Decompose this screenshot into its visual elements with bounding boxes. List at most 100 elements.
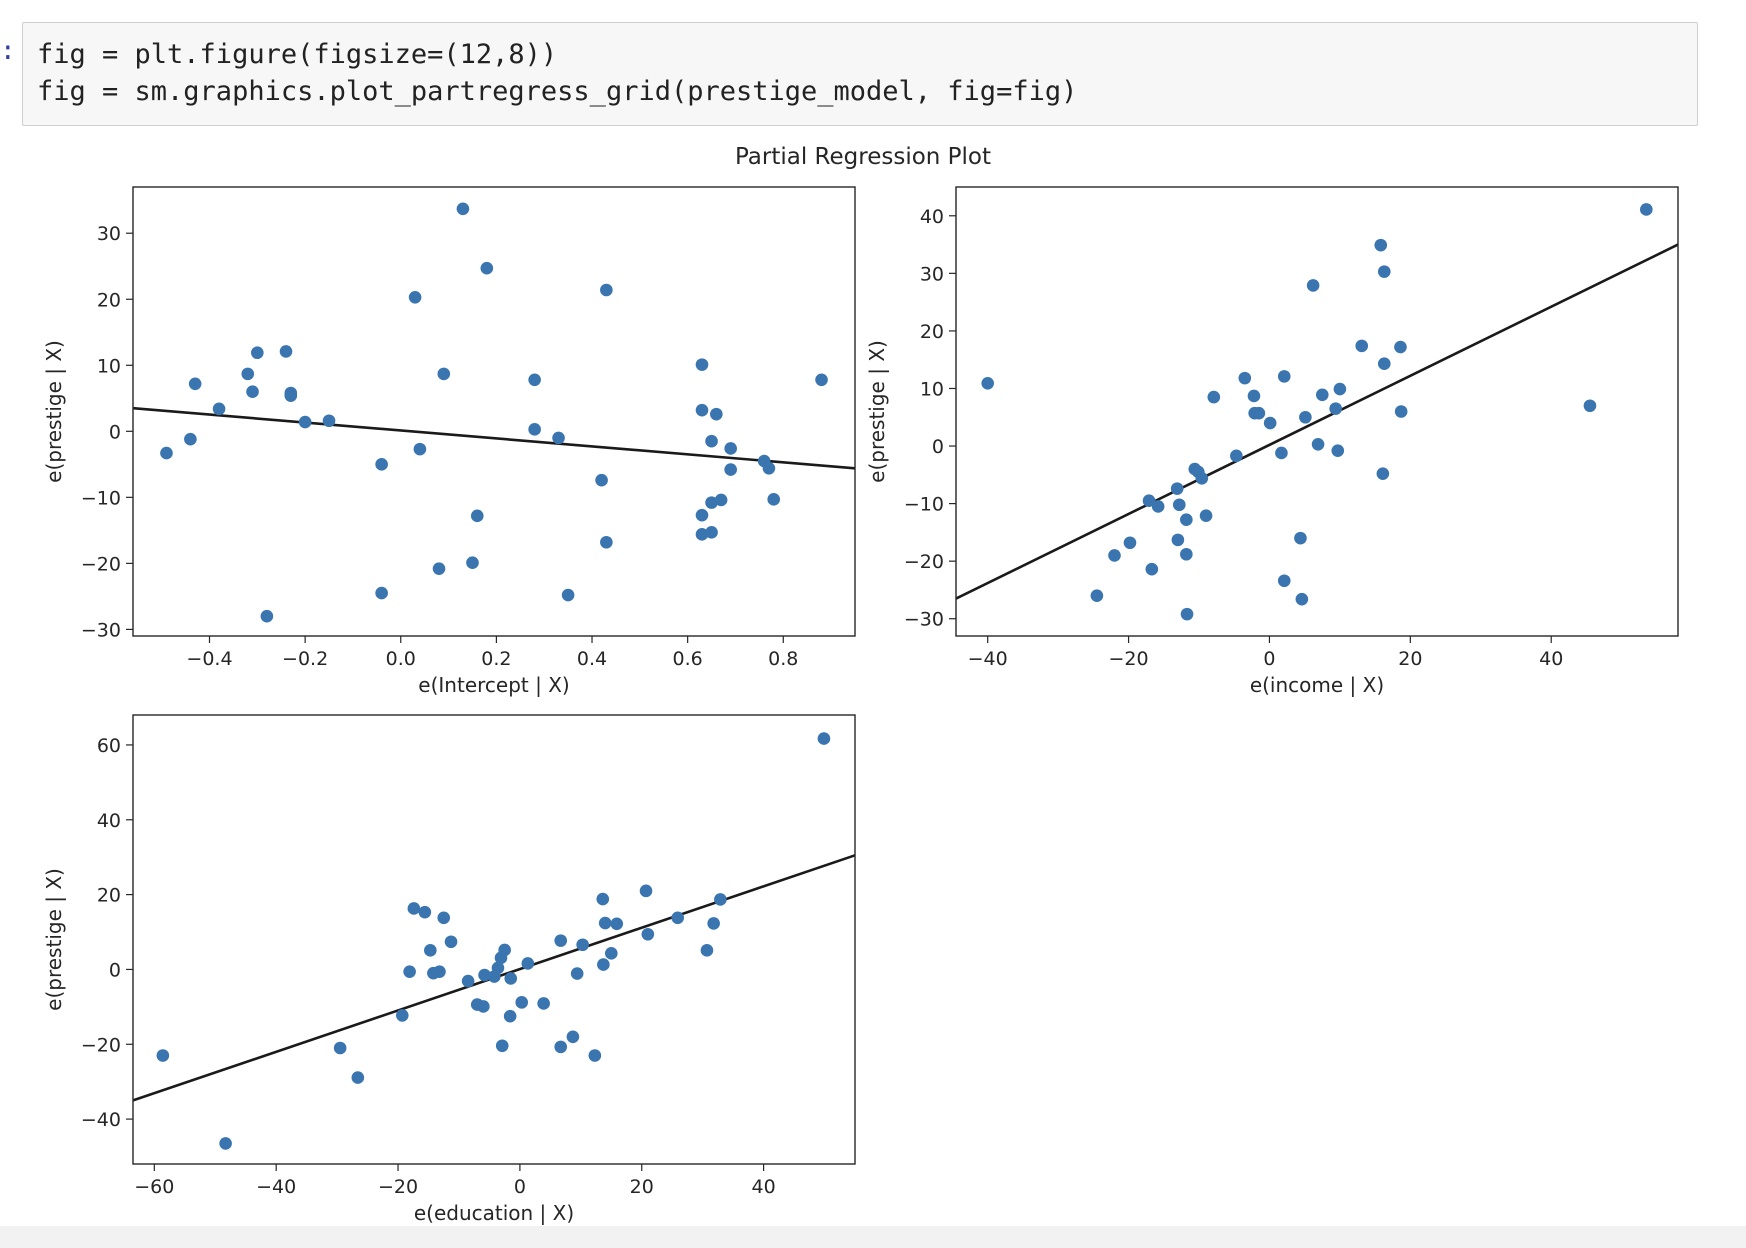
x-tick-label: −40: [968, 648, 1008, 670]
data-point: [700, 944, 714, 957]
data-point: [610, 917, 624, 931]
data-point: [528, 373, 541, 387]
data-point: [724, 463, 737, 476]
data-point: [598, 916, 612, 930]
data-point: [588, 1049, 602, 1062]
data-point: [561, 588, 575, 602]
x-tick-label: 40: [752, 1176, 776, 1198]
code-line[interactable]: fig = sm.graphics.plot_partregress_grid(…: [37, 76, 1078, 107]
y-tick-label: −40: [81, 1109, 121, 1131]
data-point: [437, 367, 451, 381]
x-axis-label: e(Intercept | X): [418, 673, 569, 697]
data-point: [156, 1049, 170, 1062]
y-tick-label: −20: [904, 551, 944, 573]
x-tick-label: 0: [514, 1176, 526, 1198]
code-cell[interactable]: fig = plt.figure(figsize=(12,8)) fig = s…: [22, 22, 1698, 126]
data-point: [375, 586, 388, 600]
data-point: [478, 968, 491, 982]
data-point: [184, 432, 197, 446]
data-point: [477, 1000, 490, 1013]
x-tick-label: −60: [134, 1176, 174, 1198]
data-point: [705, 434, 718, 448]
data-point: [407, 902, 421, 915]
data-point: [160, 446, 173, 460]
data-point: [333, 1041, 347, 1055]
data-point: [707, 917, 720, 930]
y-tick-label: −30: [904, 609, 944, 631]
data-point: [284, 389, 298, 402]
data-point: [1311, 438, 1325, 451]
data-point: [375, 458, 388, 471]
partial-regression-figure: Partial Regression Plot −0.4 −0.2 0.0 0.2 0.…: [42, 144, 1679, 1225]
data-point: [1394, 405, 1408, 418]
data-point: [403, 965, 416, 978]
data-point: [1151, 500, 1165, 513]
x-tick-label: 0.8: [768, 648, 798, 670]
data-point: [528, 423, 541, 436]
x-tick-label: −20: [1109, 648, 1149, 670]
data-point: [515, 996, 529, 1009]
y-tick-label: 20: [920, 321, 944, 343]
data-point: [260, 609, 274, 623]
x-tick-label: 0.6: [673, 648, 703, 670]
data-point: [710, 407, 723, 421]
y-tick-label: 10: [97, 355, 121, 377]
y-tick-label: 40: [920, 206, 944, 228]
y-tick-label: −10: [81, 487, 121, 509]
data-point: [1171, 533, 1185, 547]
x-tick-label: 0.4: [577, 648, 607, 670]
data-point: [491, 961, 505, 975]
x-tick-label: −0.2: [282, 648, 328, 670]
y-tick-label: 30: [920, 263, 944, 285]
data-point: [433, 965, 446, 978]
data-point: [767, 493, 781, 506]
data-point: [470, 509, 484, 523]
x-axis-label: e(income | X): [1250, 673, 1384, 697]
data-point: [1355, 339, 1369, 353]
data-point: [456, 202, 470, 216]
data-point: [1180, 513, 1193, 527]
data-point: [413, 442, 427, 456]
data-point: [1108, 549, 1121, 562]
data-point: [695, 403, 709, 417]
data-point: [1145, 562, 1159, 576]
data-point: [1263, 416, 1277, 430]
y-tick-label: 60: [97, 735, 121, 757]
data-point: [1195, 471, 1209, 485]
data-point: [705, 526, 718, 539]
data-point: [504, 972, 518, 985]
data-point: [1583, 399, 1597, 413]
data-point: [1640, 203, 1653, 216]
data-point: [1199, 509, 1213, 522]
data-point: [1142, 494, 1156, 508]
x-tick-label: 0.2: [481, 648, 511, 670]
y-axis-label: e(prestige | X): [865, 340, 889, 483]
data-point: [418, 905, 432, 919]
plot-frame: [132, 186, 856, 637]
data-point: [815, 373, 828, 387]
y-tick-label: 0: [109, 421, 121, 443]
data-point: [1377, 357, 1391, 371]
page-bottom-bar: [0, 1226, 1746, 1248]
data-point: [639, 884, 653, 898]
plot-frame: [955, 186, 1679, 637]
data-point: [604, 947, 618, 960]
data-point: [1295, 592, 1309, 606]
data-point: [212, 402, 226, 416]
data-point: [495, 1039, 509, 1053]
data-point: [1299, 410, 1312, 424]
data-point: [554, 1040, 568, 1054]
data-point: [480, 261, 494, 275]
data-point: [566, 1030, 580, 1044]
cell-prompt: :: [0, 36, 16, 66]
data-point: [1172, 498, 1186, 512]
data-point: [1315, 388, 1329, 402]
data-point: [597, 958, 610, 971]
data-point: [466, 556, 479, 570]
data-point: [641, 927, 655, 941]
data-point: [671, 911, 684, 925]
data-point: [437, 911, 451, 925]
code-line[interactable]: fig = plt.figure(figsize=(12,8)): [37, 39, 558, 70]
figure-title: Partial Regression Plot: [735, 144, 991, 170]
data-point: [1394, 340, 1407, 354]
